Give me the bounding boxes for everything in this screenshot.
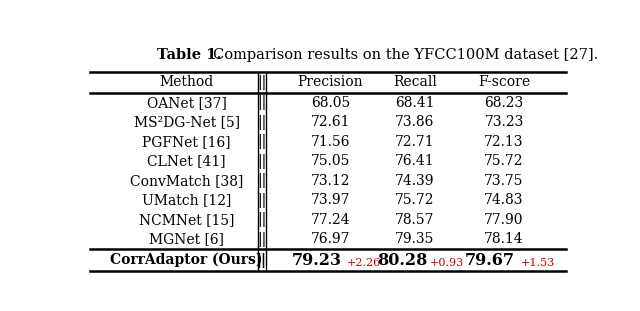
Text: +1.53: +1.53: [520, 258, 555, 268]
Text: 78.14: 78.14: [484, 233, 524, 247]
Text: NCMNet [15]: NCMNet [15]: [139, 213, 234, 227]
Text: PGFNet [16]: PGFNet [16]: [142, 135, 231, 149]
Text: 77.90: 77.90: [484, 213, 524, 227]
Text: ConvMatch [38]: ConvMatch [38]: [130, 174, 243, 188]
Text: 80.28: 80.28: [377, 252, 428, 268]
Text: 76.41: 76.41: [395, 154, 435, 168]
Text: 72.71: 72.71: [395, 135, 435, 149]
Text: ||: ||: [257, 154, 266, 169]
Text: Recall: Recall: [393, 76, 436, 90]
Text: 73.86: 73.86: [395, 115, 435, 129]
Text: 73.23: 73.23: [484, 115, 524, 129]
Text: ||: ||: [257, 95, 266, 110]
Text: ||: ||: [257, 173, 266, 188]
Text: ||: ||: [257, 193, 266, 208]
Text: 75.05: 75.05: [311, 154, 350, 168]
Text: MS²DG-Net [5]: MS²DG-Net [5]: [134, 115, 240, 129]
Text: 75.72: 75.72: [395, 193, 435, 207]
Text: UMatch [12]: UMatch [12]: [142, 193, 231, 207]
Text: CorrAdaptor (Ours): CorrAdaptor (Ours): [110, 253, 263, 267]
Text: 68.05: 68.05: [311, 96, 350, 110]
Text: Comparison results on the YFCC100M dataset [27].: Comparison results on the YFCC100M datas…: [213, 48, 598, 62]
Text: ||: ||: [257, 253, 266, 267]
Text: 68.23: 68.23: [484, 96, 524, 110]
Text: 79.35: 79.35: [395, 233, 435, 247]
Text: Method: Method: [159, 76, 214, 90]
Text: F-score: F-score: [478, 76, 530, 90]
Text: 78.57: 78.57: [395, 213, 435, 227]
Text: ||: ||: [257, 134, 266, 149]
Text: MGNet [6]: MGNet [6]: [149, 233, 224, 247]
Text: 73.97: 73.97: [311, 193, 350, 207]
Text: ||: ||: [257, 232, 266, 247]
Text: ||: ||: [257, 212, 266, 227]
Text: +0.93: +0.93: [429, 258, 464, 268]
Text: 72.13: 72.13: [484, 135, 524, 149]
Text: 79.23: 79.23: [292, 252, 342, 268]
Text: ||: ||: [257, 115, 266, 130]
Text: 77.24: 77.24: [310, 213, 350, 227]
Text: 73.12: 73.12: [311, 174, 350, 188]
Text: Precision: Precision: [298, 76, 364, 90]
Text: 72.61: 72.61: [311, 115, 350, 129]
Text: 68.41: 68.41: [395, 96, 435, 110]
Text: CLNet [41]: CLNet [41]: [147, 154, 226, 168]
Text: 71.56: 71.56: [311, 135, 350, 149]
Text: +2.26: +2.26: [347, 258, 381, 268]
Text: Table 1.: Table 1.: [157, 48, 221, 62]
Text: 73.75: 73.75: [484, 174, 524, 188]
Text: OANet [37]: OANet [37]: [147, 96, 227, 110]
Text: 75.72: 75.72: [484, 154, 524, 168]
Text: 76.97: 76.97: [311, 233, 350, 247]
Text: ||: ||: [257, 75, 266, 90]
Text: 74.83: 74.83: [484, 193, 524, 207]
Text: 79.67: 79.67: [465, 252, 515, 268]
Text: 74.39: 74.39: [395, 174, 435, 188]
